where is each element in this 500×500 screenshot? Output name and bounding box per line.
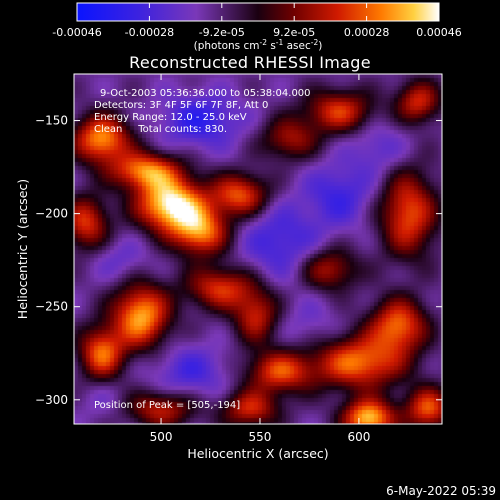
annotation-detectors: Detectors: 3F 4F 5F 6F 7F 8F, Att 0 bbox=[94, 100, 268, 111]
y-axis-ticks: −150 −200 −250 −300 bbox=[35, 114, 442, 407]
colorbar-tick-label-5: 0.00046 bbox=[416, 26, 462, 39]
colorbar-tick-label-2: -9.2e-05 bbox=[199, 26, 245, 39]
colorbar-gradient bbox=[76, 2, 440, 22]
chart-title: Reconstructed RHESSI Image bbox=[129, 53, 371, 72]
y-axis-label: Heliocentric Y (arcsec) bbox=[15, 179, 30, 319]
y-tick-label-0: −150 bbox=[35, 114, 68, 128]
colorbar-tick-label-3: 9.2e-05 bbox=[273, 26, 315, 39]
y-tick-label-3: −300 bbox=[35, 393, 68, 407]
x-tick-label-1: 550 bbox=[249, 430, 272, 444]
y-tick-label-1: −200 bbox=[35, 207, 68, 221]
x-tick-label-0: 500 bbox=[150, 430, 173, 444]
heatmap-image bbox=[74, 74, 442, 424]
annotation-time-range: 9-Oct-2003 05:36:36.000 to 05:38:04.000 bbox=[100, 88, 311, 99]
x-axis-label: Heliocentric X (arcsec) bbox=[187, 446, 328, 461]
annotation-peak-position: Position of Peak = [505,-194] bbox=[94, 400, 240, 411]
x-axis-ticks: 500 550 600 bbox=[150, 74, 370, 444]
footer-date: 6-May-2022 05:39 bbox=[386, 484, 496, 498]
colorbar: -0.00046 -0.00028 -9.2e-05 9.2e-05 0.000… bbox=[52, 2, 462, 52]
colorbar-tick-marks bbox=[148, 3, 368, 21]
annotation-clean: Clean Total counts: 830. bbox=[94, 124, 227, 135]
plot-frame bbox=[73, 73, 443, 425]
y-tick-label-2: −250 bbox=[35, 300, 68, 314]
annotation-energy: Energy Range: 12.0 - 25.0 keV bbox=[94, 112, 247, 123]
colorbar-units-label: (photons cm-2 s-1 asec-2) bbox=[194, 38, 323, 52]
colorbar-tick-label-0: -0.00046 bbox=[52, 26, 101, 39]
colorbar-tick-label-1: -0.00028 bbox=[125, 26, 174, 39]
x-tick-label-2: 600 bbox=[347, 430, 370, 444]
colorbar-tick-label-4: 0.00028 bbox=[344, 26, 390, 39]
